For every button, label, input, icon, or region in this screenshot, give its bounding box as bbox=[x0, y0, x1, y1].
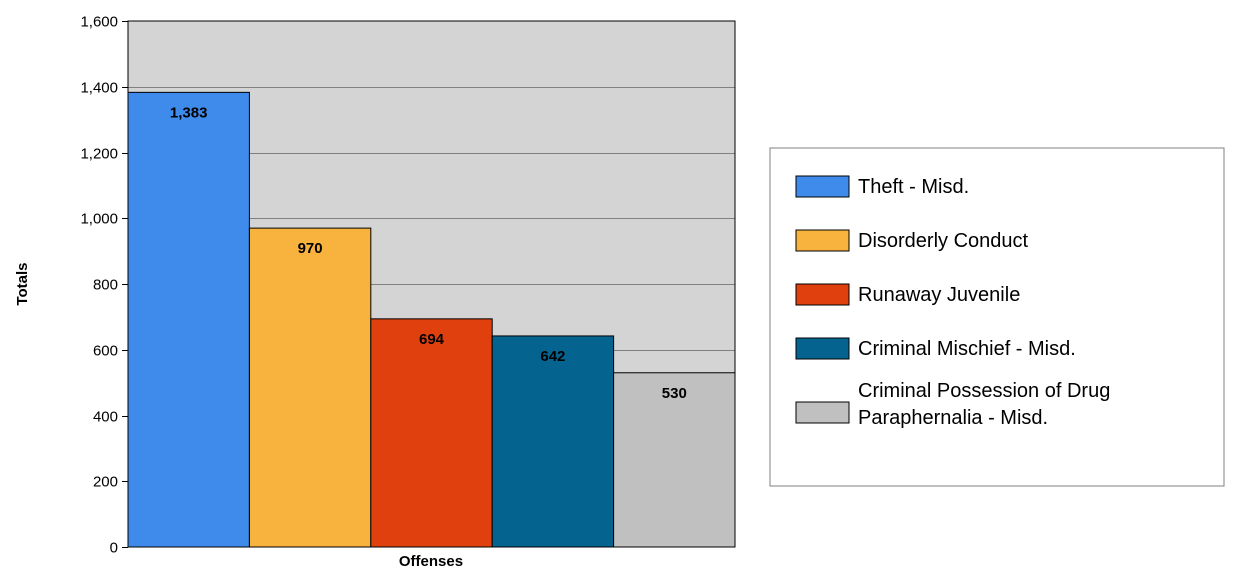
y-axis-title: Totals bbox=[14, 262, 31, 305]
bar-data-label: 642 bbox=[540, 348, 565, 365]
legend-label: Criminal Mischief - Misd. bbox=[858, 338, 1076, 360]
legend: Theft - Misd. Disorderly Conduct Runaway J… bbox=[769, 147, 1225, 487]
legend-swatch bbox=[795, 283, 850, 306]
y-tick-label: 200 bbox=[93, 474, 118, 491]
y-axis: 0 200 400 600 800 1,000 1,200 1,400 1,600 bbox=[80, 14, 128, 557]
y-tick-label: 1,600 bbox=[80, 14, 118, 31]
legend-items: Theft - Misd. Disorderly Conduct Runaway J… bbox=[795, 175, 1110, 429]
bar bbox=[370, 318, 493, 548]
legend-swatch bbox=[795, 337, 850, 360]
legend-label: Paraphernalia - Misd. bbox=[858, 407, 1048, 429]
bar-data-label: 1,383 bbox=[170, 104, 208, 121]
x-axis-title: Offenses bbox=[399, 553, 463, 570]
y-tick-label: 0 bbox=[110, 540, 118, 557]
legend-swatch bbox=[795, 401, 850, 424]
bar-data-label: 694 bbox=[419, 331, 445, 348]
y-tick-label: 400 bbox=[93, 409, 118, 426]
legend-swatch bbox=[795, 175, 850, 198]
y-tick-label: 800 bbox=[93, 277, 118, 294]
data-labels: 1,383 970 694 642 530 bbox=[170, 104, 687, 401]
y-tick-label: 1,000 bbox=[80, 211, 118, 228]
bar-data-label: 530 bbox=[662, 385, 687, 402]
y-tick-label: 600 bbox=[93, 343, 118, 360]
legend-label: Theft - Misd. bbox=[858, 176, 969, 198]
legend-swatch bbox=[795, 229, 850, 252]
bar bbox=[613, 372, 736, 548]
legend-label: Criminal Possession of Drug bbox=[858, 380, 1110, 402]
y-tick-label: 1,400 bbox=[80, 80, 118, 97]
legend-label: Runaway Juvenile bbox=[858, 284, 1020, 306]
bar bbox=[248, 227, 372, 548]
legend-label: Disorderly Conduct bbox=[858, 230, 1029, 252]
bar bbox=[491, 335, 615, 548]
bar bbox=[127, 91, 250, 548]
legend-box bbox=[769, 147, 1225, 487]
bar-data-label: 970 bbox=[298, 240, 323, 257]
y-tick-label: 1,200 bbox=[80, 146, 118, 163]
